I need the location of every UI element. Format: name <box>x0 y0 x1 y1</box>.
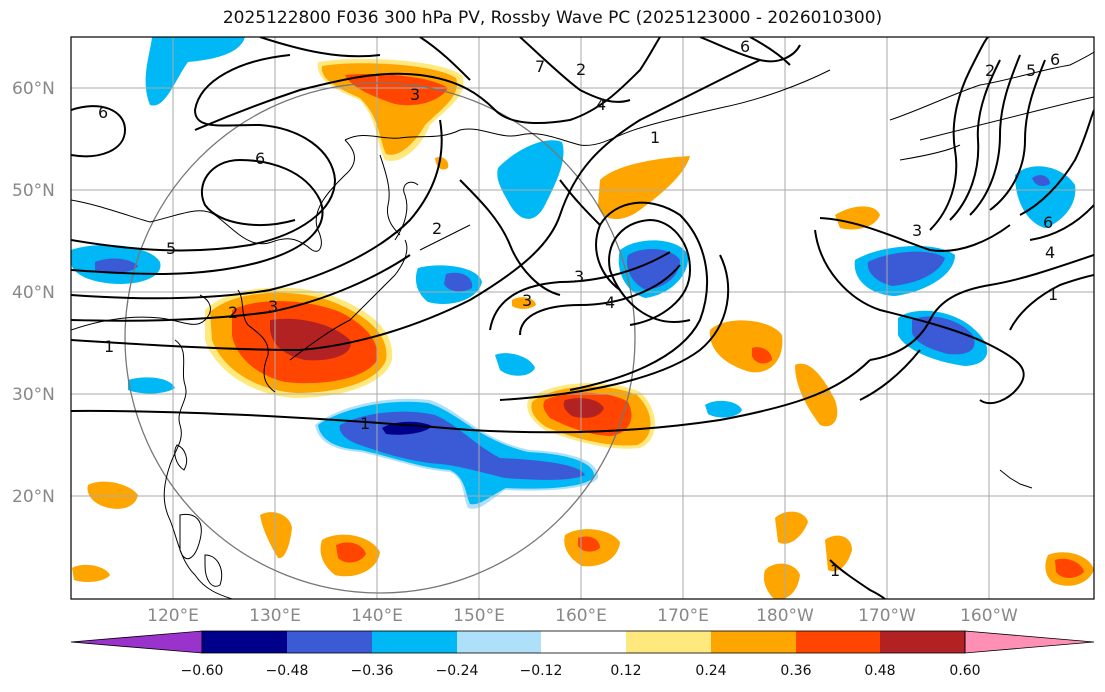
svg-text:6: 6 <box>1043 213 1053 232</box>
svg-text:5: 5 <box>166 239 176 258</box>
svg-text:6: 6 <box>740 37 750 56</box>
svg-text:3: 3 <box>912 221 922 240</box>
svg-text:4: 4 <box>596 95 606 114</box>
colorbar-segment <box>287 631 372 653</box>
colorbar-tick: 0.12 <box>610 663 641 679</box>
colorbar-tick: −0.36 <box>351 663 394 679</box>
colorbar-segment <box>880 631 965 653</box>
colorbar: −0.60 −0.48 −0.36 −0.24 −0.12 0.12 0.24 … <box>70 630 1095 679</box>
svg-text:2: 2 <box>576 60 586 79</box>
colorbar-tick: −0.60 <box>181 663 224 679</box>
colorbar-segment <box>202 631 287 653</box>
colorbar-tick: −0.48 <box>266 663 309 679</box>
svg-text:4: 4 <box>605 293 615 312</box>
svg-text:3: 3 <box>574 267 584 286</box>
colorbar-tick: −0.12 <box>520 663 563 679</box>
svg-text:2: 2 <box>985 61 995 80</box>
lon-label: 150°E <box>453 606 505 626</box>
latitude-labels: 60°N 50°N 40°N 30°N 20°N <box>12 79 55 507</box>
svg-text:3: 3 <box>410 85 420 104</box>
svg-text:1: 1 <box>1048 285 1058 304</box>
colorbar-segment <box>711 631 796 653</box>
svg-text:2: 2 <box>228 303 238 322</box>
lat-label: 20°N <box>12 487 55 507</box>
svg-text:1: 1 <box>104 337 114 356</box>
colorbar-segment <box>541 631 626 653</box>
colorbar-segment <box>457 631 541 653</box>
lon-label: 120°E <box>147 606 199 626</box>
lon-label: 180°W <box>756 606 814 626</box>
longitude-labels: 120°E 130°E 140°E 150°E 160°E 170°E 180°… <box>147 606 1018 626</box>
lon-label: 160°W <box>960 606 1018 626</box>
map-gridlines <box>71 37 1094 599</box>
svg-text:1: 1 <box>650 128 660 147</box>
pv-contours <box>71 37 1094 599</box>
lon-label: 140°E <box>351 606 403 626</box>
lat-label: 60°N <box>12 79 55 99</box>
colorbar-segment <box>626 631 711 653</box>
map-frame <box>70 36 1095 600</box>
colorbar-tick: 0.60 <box>949 663 980 679</box>
lon-label: 170°W <box>858 606 916 626</box>
svg-text:3: 3 <box>522 291 532 310</box>
colorbar-segment <box>372 631 457 653</box>
range-circle <box>124 82 636 594</box>
colorbar-tick: 0.36 <box>780 663 811 679</box>
lon-label: 160°E <box>555 606 607 626</box>
svg-text:6: 6 <box>255 149 265 168</box>
lon-label: 170°E <box>657 606 709 626</box>
colorbar-segment <box>796 631 880 653</box>
colorbar-tick: 0.24 <box>695 663 726 679</box>
svg-text:1: 1 <box>360 414 370 433</box>
contour-labels: 6 7 2 6 6 5 3 2 1 3 4 1 3 4 1 6 2 5 6 1 … <box>98 37 1060 580</box>
svg-text:4: 4 <box>1045 243 1055 262</box>
colorbar-segment <box>964 630 1095 654</box>
lat-label: 50°N <box>12 181 55 201</box>
svg-text:7: 7 <box>535 57 545 76</box>
svg-text:6: 6 <box>1050 50 1060 69</box>
lon-label: 130°E <box>249 606 301 626</box>
colorbar-tick: −0.24 <box>436 663 479 679</box>
svg-text:3: 3 <box>268 297 278 316</box>
svg-text:5: 5 <box>1026 61 1036 80</box>
svg-text:6: 6 <box>98 103 108 122</box>
lat-label: 40°N <box>12 283 55 303</box>
colorbar-segment <box>70 630 203 654</box>
lat-label: 30°N <box>12 385 55 405</box>
svg-text:1: 1 <box>830 561 840 580</box>
map-title: 2025122800 F036 300 hPa PV, Rossby Wave … <box>222 8 883 28</box>
svg-text:2: 2 <box>432 219 442 238</box>
colorbar-tick: 0.48 <box>864 663 895 679</box>
